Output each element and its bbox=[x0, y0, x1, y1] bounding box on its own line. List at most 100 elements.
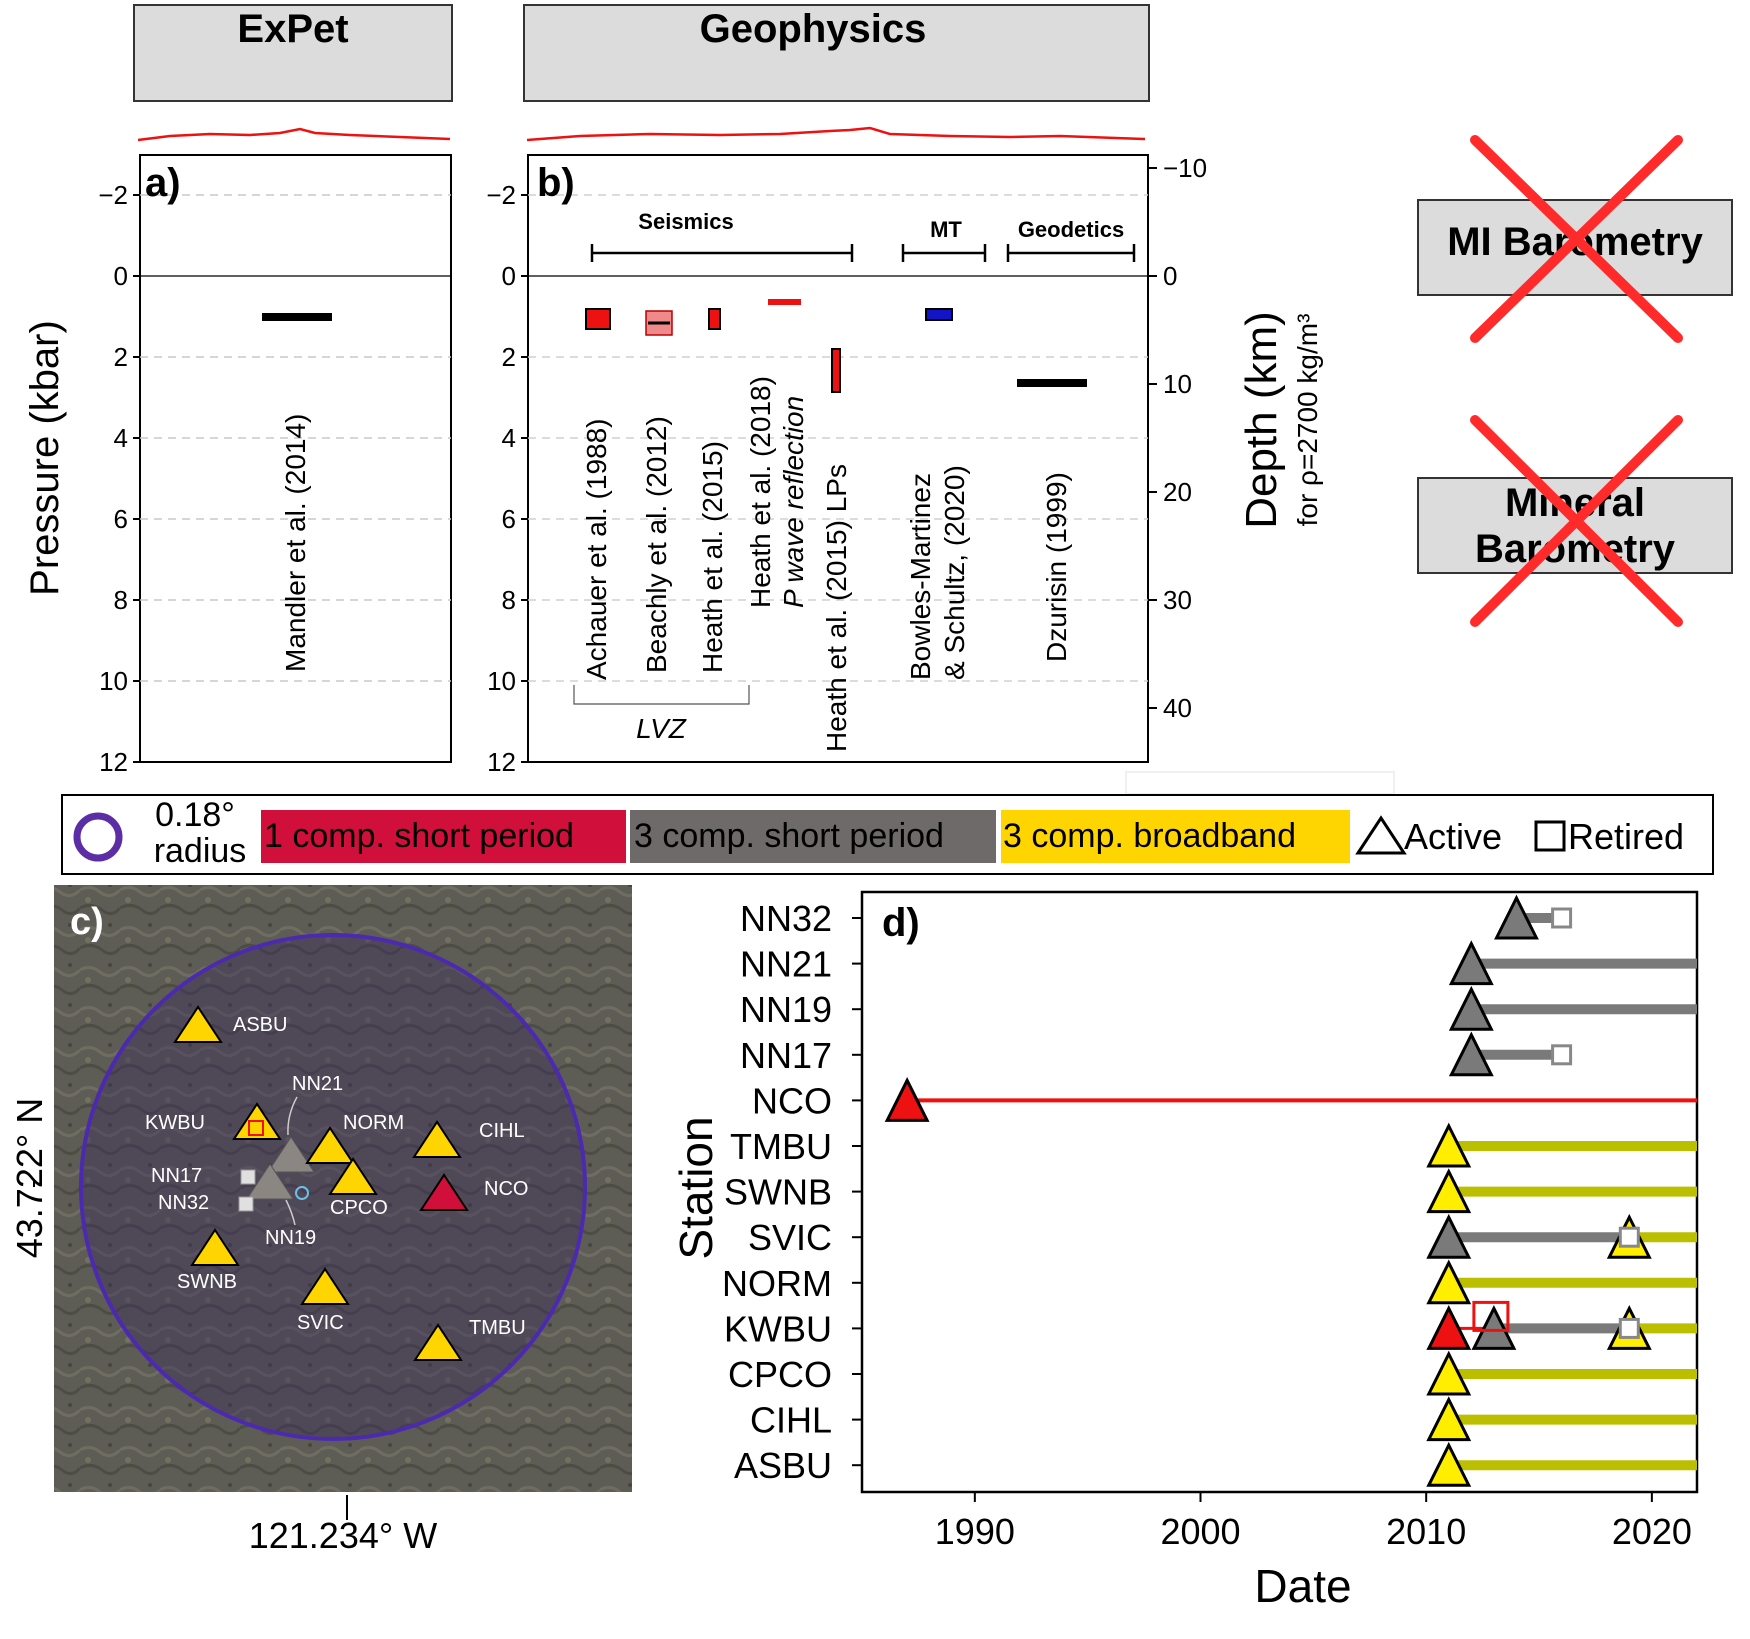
nn32-marker bbox=[238, 1196, 254, 1212]
ytick-label: 6 bbox=[114, 504, 128, 534]
ytick-label: 0 bbox=[502, 261, 516, 291]
blank-placeholder-box bbox=[1125, 771, 1395, 795]
nn19-pointer bbox=[285, 1199, 296, 1226]
ytick-label: 2 bbox=[502, 342, 516, 372]
nn32-map-label: NN32 bbox=[158, 1192, 209, 1214]
station-tick-label: SVIC bbox=[748, 1217, 832, 1258]
panel-b-depth-ticks: −10 0 10 20 30 40 bbox=[1148, 153, 1207, 723]
panel-a-label: a) bbox=[145, 161, 181, 205]
nco-map-label: NCO bbox=[484, 1178, 528, 1200]
mineral-barometry-text-line2: Barometry bbox=[1475, 527, 1676, 571]
norm-marker bbox=[305, 1126, 355, 1164]
panel-b-yticks: −2 0 2 4 6 8 10 12 bbox=[486, 180, 528, 777]
panel-d-label: d) bbox=[882, 901, 920, 945]
ytick-label: −2 bbox=[486, 180, 516, 210]
start-marker bbox=[884, 1077, 930, 1122]
nn17-marker bbox=[240, 1169, 256, 1185]
retired-marker bbox=[1618, 1226, 1640, 1248]
station-tick-label: SWNB bbox=[724, 1172, 832, 1213]
start-marker bbox=[1426, 1122, 1472, 1168]
legend-three-comp-label: 3 comp. short period bbox=[634, 817, 944, 855]
mi-cross-line bbox=[1470, 135, 1683, 343]
date-tick-label: 1990 bbox=[935, 1511, 1015, 1552]
cihl-map-label: CIHL bbox=[479, 1120, 525, 1142]
ytick-label: 4 bbox=[114, 423, 128, 453]
heath-lp-bar bbox=[831, 348, 841, 393]
ytick-label: 12 bbox=[487, 747, 516, 777]
swnb-marker bbox=[190, 1228, 240, 1266]
radius-ring-icon bbox=[73, 812, 123, 862]
expet-header-box bbox=[133, 4, 453, 102]
depth-tick-label: 10 bbox=[1163, 369, 1192, 399]
svic-map-label: SVIC bbox=[297, 1312, 344, 1334]
search-radius-fill bbox=[81, 935, 585, 1439]
nco-marker bbox=[419, 1173, 469, 1211]
start-marker bbox=[1448, 1031, 1494, 1077]
nn19-map-label: NN19 bbox=[265, 1227, 316, 1249]
station-tick-label: NN17 bbox=[740, 1035, 832, 1076]
search-radius-circle bbox=[79, 933, 587, 1441]
station-tick-label: KWBU bbox=[724, 1308, 832, 1349]
legend-one-comp-label: 1 comp. short period bbox=[264, 817, 574, 855]
tmbu-marker bbox=[413, 1323, 463, 1361]
lvz-label: LVZ bbox=[636, 713, 687, 744]
mandler-label: Mandler et al. (2014) bbox=[280, 414, 311, 672]
bowles-bar bbox=[925, 308, 953, 321]
start-marker bbox=[1426, 1168, 1472, 1214]
panel-b-frame bbox=[527, 154, 1149, 763]
panel-d-marks bbox=[884, 894, 1697, 1487]
panel-d-ylabel: Station bbox=[670, 1116, 722, 1259]
panel-a: a) −2 0 2 4 6 8 10 12 Pressure (kbar) Ma… bbox=[23, 154, 452, 777]
expet-header-text: ExPet bbox=[237, 7, 348, 51]
asbu-map-label: ASBU bbox=[233, 1014, 287, 1036]
start-marker bbox=[1494, 894, 1539, 940]
ytick-label: 10 bbox=[99, 666, 128, 696]
panel-d-xlabel: Date bbox=[1254, 1560, 1351, 1612]
station-tick-label: NORM bbox=[722, 1263, 832, 1304]
heath2015-label: Heath et al. (2015) bbox=[697, 441, 728, 673]
start-marker bbox=[1426, 1396, 1472, 1442]
retired-marker bbox=[1618, 1317, 1640, 1339]
ytick-label: −2 bbox=[98, 180, 128, 210]
panel-c-map: c) ASBU KWBU NN21 NORM CIHL NN19 CPCO NC… bbox=[9, 885, 632, 1556]
achauer-bar bbox=[585, 308, 611, 330]
panel-a-ylabel: Pressure (kbar) bbox=[23, 320, 67, 596]
retired-marker bbox=[1472, 1300, 1510, 1332]
heath2018-label: Heath et al. (2018) bbox=[745, 376, 776, 608]
station-tick-label: NN32 bbox=[740, 898, 832, 939]
station-tick-label: NCO bbox=[752, 1080, 832, 1121]
heath-lp-label: Heath et al. (2015) LPs bbox=[821, 464, 852, 752]
beachly-label: Beachly et al. (2012) bbox=[641, 416, 672, 673]
bowles-label: Bowles-Martinez bbox=[905, 473, 936, 680]
ytick-label: 8 bbox=[114, 585, 128, 615]
start-marker bbox=[1426, 1441, 1472, 1487]
ytick-label: 6 bbox=[502, 504, 516, 534]
study-labels: Achauer et al. (1988) Beachly et al. (20… bbox=[581, 376, 1072, 752]
station-tick-label: NN19 bbox=[740, 989, 832, 1030]
achauer-label: Achauer et al. (1988) bbox=[581, 419, 612, 681]
swnb-map-label: SWNB bbox=[177, 1271, 237, 1293]
station-tick-label: NN21 bbox=[740, 944, 832, 985]
norm-map-label: NORM bbox=[343, 1112, 404, 1134]
start-marker bbox=[1471, 1305, 1517, 1350]
geophysics-profile-line bbox=[526, 126, 1146, 142]
start-marker bbox=[1426, 1350, 1472, 1396]
legend-three-comp-swatch bbox=[630, 810, 996, 863]
mineral-cross-line bbox=[1470, 415, 1683, 627]
start-marker bbox=[1448, 985, 1494, 1031]
station-tick-label: TMBU bbox=[730, 1126, 832, 1167]
geophysics-header-text: Geophysics bbox=[700, 7, 927, 51]
heath2018-sublabel: P wave reflection bbox=[778, 396, 809, 608]
panel-c-label: c) bbox=[70, 901, 104, 943]
legend-retired-icon bbox=[1534, 820, 1566, 852]
expet-profile-line bbox=[137, 127, 451, 142]
date-tick-label: 2010 bbox=[1386, 1511, 1466, 1552]
retired-marker bbox=[1551, 907, 1573, 929]
station-tick-label: ASBU bbox=[734, 1445, 832, 1486]
legend: 0.18° radius 1 comp. short period 3 comp… bbox=[61, 794, 1714, 875]
ytick-label: 4 bbox=[502, 423, 516, 453]
legend-active-icon bbox=[1355, 815, 1407, 855]
legend-active-label: Active bbox=[1404, 816, 1502, 857]
